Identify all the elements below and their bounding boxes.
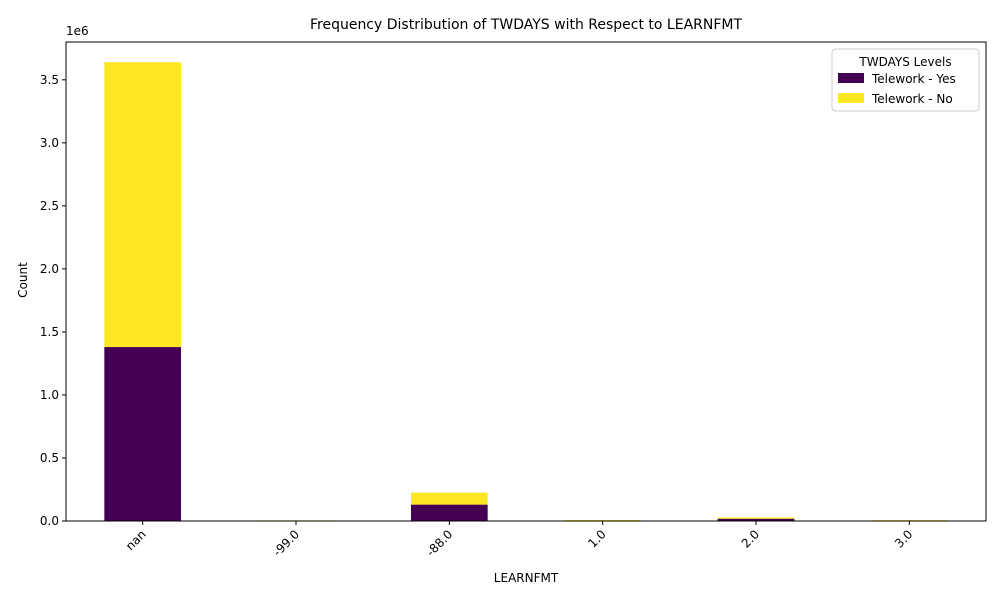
- bar-yes-0: [104, 347, 181, 521]
- legend-box: [831, 48, 980, 112]
- y-tick-label: 3.0: [40, 136, 59, 150]
- y-tick-label: 2.5: [40, 199, 59, 213]
- y-scale-label: 1e6: [66, 24, 89, 38]
- bar-no-3: [564, 519, 641, 521]
- legend-title: TWDAYS Levels: [858, 55, 951, 69]
- bar-no-5: [871, 520, 948, 521]
- plot-frame: [65, 41, 987, 522]
- chart-title: Frequency Distribution of TWDAYS with Re…: [310, 17, 743, 33]
- legend-swatch-no: [838, 93, 864, 103]
- y-tick-label: 1.0: [40, 388, 59, 402]
- bar-no-4: [717, 517, 795, 519]
- y-tick-label: 0.5: [40, 451, 59, 465]
- x-tick-label: -99.0: [270, 527, 302, 559]
- bar-yes-2: [411, 504, 488, 521]
- legend: TWDAYS Levels Telework - Yes Telework - No: [831, 48, 980, 112]
- y-tick-label: 0.0: [40, 514, 59, 528]
- x-tick-label: nan: [123, 527, 149, 553]
- legend-label-yes: Telework - Yes: [871, 72, 956, 86]
- legend-label-no: Telework - No: [871, 92, 953, 106]
- y-tick-label: 2.0: [40, 262, 59, 276]
- y-tick-label: 3.5: [40, 73, 59, 87]
- y-tick-label: 1.5: [40, 325, 59, 339]
- bar-yes-4: [717, 518, 795, 521]
- bar-no-0: [104, 62, 181, 348]
- x-axis-label: LEARNFMT: [494, 571, 559, 585]
- plot-area: nan -99.0 -88.0 1.0 2.0 3.0 0.0 0.5 1.0 1.5 2.0 2.5…: [40, 41, 987, 559]
- bar-no-2: [411, 492, 488, 505]
- legend-swatch-yes: [838, 73, 864, 83]
- y-axis-label: Count: [16, 262, 30, 298]
- x-tick-label: 3.0: [892, 527, 915, 550]
- x-tick-label: 1.0: [585, 527, 608, 550]
- x-tick-label: 2.0: [739, 527, 762, 550]
- x-tick-label: -88.0: [424, 527, 456, 559]
